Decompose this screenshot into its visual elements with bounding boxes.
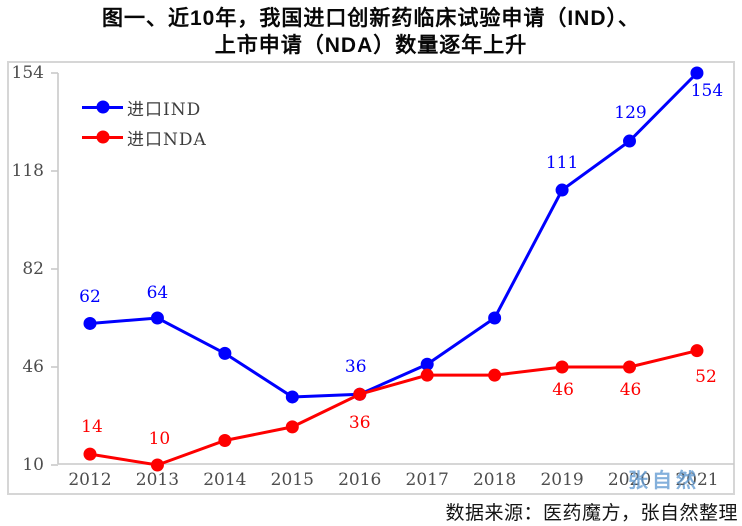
x-axis-tick-label: 2021 [675, 470, 719, 490]
legend-label-nda: 进口NDA [127, 129, 207, 150]
data-label-nda: 46 [552, 380, 574, 400]
plot-area-border [7, 61, 735, 495]
data-source-caption: 数据来源：医药魔方，张自然整理 [445, 502, 738, 524]
data-point-nda [555, 360, 569, 374]
x-axis-tick-label: 2015 [270, 470, 314, 490]
data-label-ind: 129 [614, 103, 647, 124]
y-axis-tick-label: 118 [11, 161, 44, 181]
data-point-ind [150, 311, 164, 325]
data-label-nda: 10 [148, 429, 171, 449]
legend-label-ind: 进口IND [127, 99, 202, 120]
x-axis-tick-label: 2017 [405, 470, 449, 490]
x-axis-tick-label: 2020 [607, 470, 652, 490]
legend-line-marker-ind [82, 100, 123, 114]
data-point-nda [353, 387, 367, 401]
x-axis-tick-label: 2013 [135, 470, 180, 490]
chart-title-line2: 上市申请（NDA）数量逐年上升 [214, 34, 528, 57]
data-label-ind: 154 [690, 81, 724, 101]
data-point-nda [285, 420, 299, 434]
data-label-nda: 46 [619, 380, 642, 400]
data-label-nda: 14 [81, 417, 103, 438]
legend: 进口IND 进口NDA [82, 92, 207, 152]
legend-dot-icon-ind [96, 100, 109, 114]
y-axis-tick-label: 154 [11, 63, 44, 83]
x-axis-tick-label: 2019 [540, 470, 584, 490]
chart-title: 图一、近10年，我国进口创新药临床试验申请（IND）、 上市申请（NDA）数量逐… [0, 5, 742, 59]
series-line-ind [89, 71, 699, 399]
chart-title-line1: 图一、近10年，我国进口创新药临床试验申请（IND）、 [101, 7, 641, 30]
data-point-ind [555, 183, 569, 197]
data-point-nda [150, 458, 164, 472]
data-point-ind [420, 357, 434, 371]
data-label-nda: 36 [348, 413, 371, 434]
data-point-nda [690, 344, 704, 358]
legend-item-nda: 进口NDA [82, 122, 207, 152]
data-point-nda [218, 434, 232, 447]
watermark: 张自然 [628, 468, 700, 492]
data-point-ind [690, 66, 704, 80]
data-label-ind: 62 [79, 287, 101, 308]
data-label-ind: 64 [146, 283, 169, 303]
data-point-ind [623, 134, 637, 148]
data-label-nda: 52 [695, 366, 717, 387]
y-axis-tick-label: 82 [22, 259, 44, 279]
x-axis-tick-label: 2012 [68, 470, 112, 490]
data-point-nda [83, 447, 97, 461]
x-axis-tick-label: 2018 [472, 470, 517, 490]
data-point-nda [488, 368, 502, 382]
data-point-ind [285, 390, 299, 404]
y-axis-tick-label: 10 [22, 455, 44, 475]
data-point-nda [623, 360, 637, 374]
x-axis-tick-label: 2014 [203, 470, 247, 490]
data-label-ind: 36 [344, 357, 367, 378]
data-label-ind: 111 [545, 153, 579, 174]
legend-line-marker-nda [82, 130, 123, 144]
data-point-nda [420, 368, 434, 382]
y-axis-tick-label: 46 [22, 357, 44, 377]
data-point-ind [218, 346, 232, 360]
legend-dot-icon-nda [96, 130, 109, 144]
legend-item-ind: 进口IND [82, 92, 207, 122]
x-axis-tick-label: 2016 [338, 470, 382, 490]
data-point-ind [488, 311, 502, 325]
series-line-nda [89, 349, 698, 467]
data-point-ind [83, 316, 97, 330]
